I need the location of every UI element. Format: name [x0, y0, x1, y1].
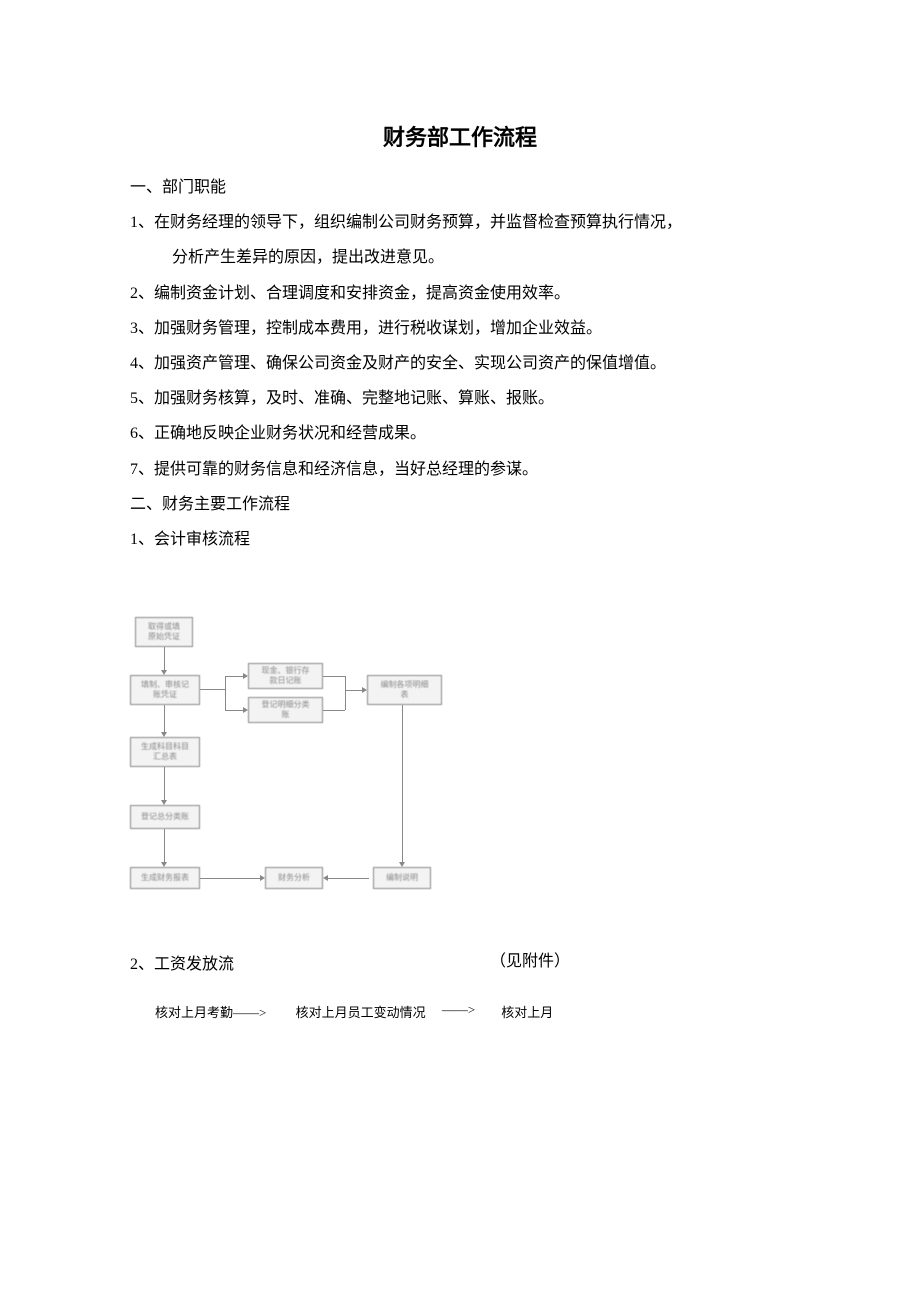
item-num: 4、 — [130, 355, 154, 372]
flowchart-arrow — [200, 878, 261, 879]
item-5: 5、加强财务核算，及时、准确、完整地记账、算账、报账。 — [130, 381, 790, 416]
flowchart-arrow — [164, 767, 165, 801]
flowchart-line — [323, 676, 345, 677]
flowchart-diagram: 取得或填 原始凭证填制、审核记 账凭证现金、银行存 款日记账登记明细分类 账编制… — [130, 617, 460, 917]
item-text: 加强资产管理、确保公司资金及财产的安全、实现公司资产的保值增值。 — [154, 355, 666, 372]
item-num: 5、 — [130, 390, 154, 407]
flowchart-node-n6: 生成科目科目 汇总表 — [130, 737, 200, 767]
section1-heading: 一、部门职能 — [130, 170, 790, 205]
flowchart-node-n4: 登记明细分类 账 — [248, 697, 323, 723]
section2-sub1: 1、会计审核流程 — [130, 522, 790, 557]
item-num: 2、 — [130, 285, 154, 302]
flowchart-node-n1: 取得或填 原始凭证 — [135, 617, 193, 647]
section2-heading: 二、财务主要工作流程 — [130, 487, 790, 522]
item-text: 在财务经理的领导下，组织编制公司财务预算，并监督检查预算执行情况， — [154, 214, 682, 231]
flowchart-arrow — [164, 829, 165, 863]
flowchart-line — [323, 710, 345, 711]
flowchart-node-n7: 登记总分类账 — [130, 805, 200, 829]
item-text: 加强财务管理，控制成本费用，进行税收谋划，增加企业效益。 — [154, 320, 602, 337]
salary-flow-text: 核对上月考勤——> 核对上月员工变动情况 ——> 核对上月 — [130, 1002, 790, 1021]
item-text: 编制资金计划、合理调度和安排资金，提高资金使用效率。 — [154, 285, 570, 302]
item-text: 正确地反映企业财务状况和经营成果。 — [154, 425, 426, 442]
flowchart-line — [345, 676, 346, 710]
item-num: 6、 — [130, 425, 154, 442]
item-num: 3、 — [130, 320, 154, 337]
item-1: 1、在财务经理的领导下，组织编制公司财务预算，并监督检查预算执行情况， — [130, 205, 790, 240]
section2-sub2: 2、工资发放流 — [130, 947, 790, 982]
item-2: 2、编制资金计划、合理调度和安排资金，提高资金使用效率。 — [130, 276, 790, 311]
item-6: 6、正确地反映企业财务状况和经营成果。 — [130, 416, 790, 451]
flowchart-arrow — [327, 878, 369, 879]
item-text: 加强财务核算，及时、准确、完整地记账、算账、报账。 — [154, 390, 554, 407]
flowchart-node-n8: 生成财务报表 — [130, 867, 200, 889]
item-text: 提供可靠的财务信息和经济信息，当好总经理的参谋。 — [154, 461, 538, 478]
flowchart-node-n10: 编制说明 — [373, 867, 431, 889]
flow-step-1: 核对上月考勤——> — [155, 1002, 266, 1021]
flow-arrow: ——> — [442, 1002, 475, 1021]
item-num: 7、 — [130, 461, 154, 478]
flowchart-arrow — [164, 705, 165, 733]
flowchart-arrow — [164, 647, 165, 671]
item-4: 4、加强资产管理、确保公司资金及财产的安全、实现公司资产的保值增值。 — [130, 346, 790, 381]
flowchart-line — [200, 689, 225, 690]
flowchart-line — [225, 676, 226, 710]
flowchart-arrow — [225, 676, 244, 677]
flow-gap — [266, 1002, 295, 1021]
flowchart-arrow — [345, 690, 363, 691]
flowchart-arrow — [402, 705, 403, 863]
item-1-cont: 分析产生差异的原因，提出改进意见。 — [130, 240, 790, 275]
attachment-note: （见附件） — [490, 947, 570, 971]
flow-gap — [426, 1002, 442, 1021]
flow-gap — [475, 1002, 501, 1021]
flow-step-2: 核对上月员工变动情况 — [296, 1002, 426, 1021]
flowchart-node-n3: 现金、银行存 款日记账 — [248, 663, 323, 689]
flowchart-node-n5: 编制各项明细 表 — [367, 675, 442, 705]
flowchart-arrow — [225, 710, 244, 711]
item-num: 1、 — [130, 214, 154, 231]
item-7: 7、提供可靠的财务信息和经济信息，当好总经理的参谋。 — [130, 452, 790, 487]
item-3: 3、加强财务管理，控制成本费用，进行税收谋划，增加企业效益。 — [130, 311, 790, 346]
page-title: 财务部工作流程 — [130, 120, 790, 152]
flowchart-node-n2: 填制、审核记 账凭证 — [130, 675, 200, 705]
flow-step-3: 核对上月 — [501, 1002, 553, 1021]
flowchart-node-n9: 财务分析 — [265, 867, 323, 889]
